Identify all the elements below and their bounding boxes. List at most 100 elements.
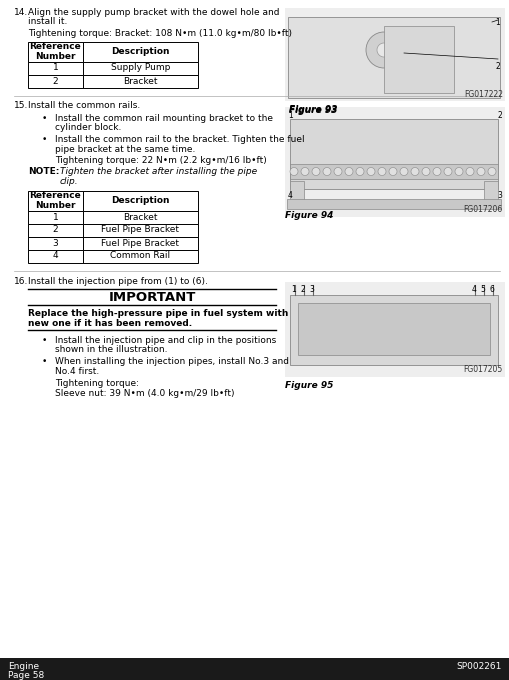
Circle shape xyxy=(344,167,352,175)
Text: •: • xyxy=(42,114,47,123)
Text: •: • xyxy=(42,135,47,144)
Circle shape xyxy=(454,167,462,175)
Text: 3: 3 xyxy=(52,239,58,248)
Text: 3: 3 xyxy=(309,284,314,294)
Circle shape xyxy=(465,167,473,175)
Text: shown in the illustration.: shown in the illustration. xyxy=(55,345,167,354)
Circle shape xyxy=(377,167,385,175)
Circle shape xyxy=(365,32,401,68)
Text: Install the common rail mounting bracket to the: Install the common rail mounting bracket… xyxy=(55,114,272,123)
Bar xyxy=(0,658,509,680)
Text: pipe bracket at the same time.: pipe bracket at the same time. xyxy=(55,145,195,154)
Text: IMPORTANT: IMPORTANT xyxy=(108,291,195,304)
Text: Figure 94: Figure 94 xyxy=(285,211,333,220)
Text: 2: 2 xyxy=(496,112,501,120)
Text: cylinder block.: cylinder block. xyxy=(55,124,121,133)
Bar xyxy=(83,61,197,75)
Text: 2: 2 xyxy=(494,62,499,71)
Text: FG017222: FG017222 xyxy=(463,90,502,99)
Text: 3: 3 xyxy=(496,192,501,201)
Text: 16.: 16. xyxy=(14,277,29,286)
Circle shape xyxy=(388,167,396,175)
Bar xyxy=(290,180,303,201)
Text: Reference
Number: Reference Number xyxy=(30,191,81,210)
Text: Figure 93: Figure 93 xyxy=(289,106,337,115)
Text: Install the common rail to the bracket. Tighten the fuel: Install the common rail to the bracket. … xyxy=(55,135,304,144)
Text: Align the supply pump bracket with the dowel hole and: Align the supply pump bracket with the d… xyxy=(28,8,279,17)
Bar xyxy=(28,41,83,61)
Bar xyxy=(383,26,453,93)
Text: Fuel Pipe Bracket: Fuel Pipe Bracket xyxy=(101,226,179,235)
Text: Engine: Engine xyxy=(8,662,39,671)
Text: Page 58: Page 58 xyxy=(8,672,44,680)
Circle shape xyxy=(333,167,342,175)
Bar xyxy=(288,17,499,98)
Circle shape xyxy=(399,167,407,175)
Bar xyxy=(287,199,500,209)
Circle shape xyxy=(355,167,363,175)
Text: 2: 2 xyxy=(52,226,58,235)
Text: 15.: 15. xyxy=(14,101,29,110)
Text: Install the common rails.: Install the common rails. xyxy=(28,101,140,110)
Circle shape xyxy=(290,167,297,175)
Text: 2: 2 xyxy=(300,284,305,294)
Bar xyxy=(290,294,497,364)
Bar xyxy=(28,75,83,88)
Circle shape xyxy=(443,167,451,175)
Circle shape xyxy=(487,167,495,175)
Circle shape xyxy=(312,167,319,175)
Bar xyxy=(285,8,504,101)
Bar xyxy=(28,211,83,224)
Bar xyxy=(83,250,197,262)
Text: Install the injection pipe from (1) to (6).: Install the injection pipe from (1) to (… xyxy=(28,277,208,286)
Text: 1: 1 xyxy=(291,284,296,294)
Text: 6: 6 xyxy=(489,284,493,294)
Text: Common Rail: Common Rail xyxy=(110,252,170,260)
Text: install it.: install it. xyxy=(28,18,67,27)
Text: •: • xyxy=(42,336,47,345)
Text: Sleeve nut: 39 N•m (4.0 kg•m/29 lb•ft): Sleeve nut: 39 N•m (4.0 kg•m/29 lb•ft) xyxy=(55,388,234,398)
Bar xyxy=(83,41,197,61)
Text: 14.: 14. xyxy=(14,8,28,17)
Text: Tightening torque: 22 N•m (2.2 kg•m/16 lb•ft): Tightening torque: 22 N•m (2.2 kg•m/16 l… xyxy=(55,156,266,165)
Bar xyxy=(28,190,83,211)
Circle shape xyxy=(366,167,374,175)
Text: •: • xyxy=(42,357,47,366)
Bar xyxy=(83,211,197,224)
Bar xyxy=(83,75,197,88)
Text: Install the injection pipe and clip in the positions: Install the injection pipe and clip in t… xyxy=(55,336,276,345)
Bar xyxy=(285,282,504,377)
Text: Reference
Number: Reference Number xyxy=(30,41,81,61)
Text: Figure 93: Figure 93 xyxy=(289,105,337,114)
Bar xyxy=(83,190,197,211)
Text: 2: 2 xyxy=(52,77,58,86)
Circle shape xyxy=(476,167,484,175)
Text: Description: Description xyxy=(111,47,169,56)
Text: Tightening torque:: Tightening torque: xyxy=(55,379,139,388)
Text: SP002261: SP002261 xyxy=(456,662,501,671)
Text: Fuel Pipe Bracket: Fuel Pipe Bracket xyxy=(101,239,179,248)
Text: 1: 1 xyxy=(494,18,499,27)
Text: 1: 1 xyxy=(52,212,58,222)
Text: 1: 1 xyxy=(288,112,292,120)
Bar xyxy=(28,224,83,237)
Bar xyxy=(285,107,504,216)
Text: 1: 1 xyxy=(52,63,58,73)
Bar xyxy=(290,118,497,188)
Text: No.4 first.: No.4 first. xyxy=(55,367,99,375)
Text: When installing the injection pipes, install No.3 and: When installing the injection pipes, ins… xyxy=(55,357,289,366)
Bar xyxy=(83,224,197,237)
Text: FG017206: FG017206 xyxy=(463,205,502,214)
Bar xyxy=(83,237,197,250)
Bar xyxy=(290,163,497,178)
Text: 4: 4 xyxy=(52,252,58,260)
Text: Description: Description xyxy=(111,196,169,205)
Circle shape xyxy=(410,167,418,175)
Text: new one if it has been removed.: new one if it has been removed. xyxy=(28,318,192,328)
Text: 4: 4 xyxy=(471,284,475,294)
Text: Bracket: Bracket xyxy=(123,212,157,222)
Bar xyxy=(28,237,83,250)
Text: 4: 4 xyxy=(288,192,292,201)
Bar xyxy=(28,250,83,262)
Text: Tighten the bracket after installing the pipe: Tighten the bracket after installing the… xyxy=(60,167,257,177)
